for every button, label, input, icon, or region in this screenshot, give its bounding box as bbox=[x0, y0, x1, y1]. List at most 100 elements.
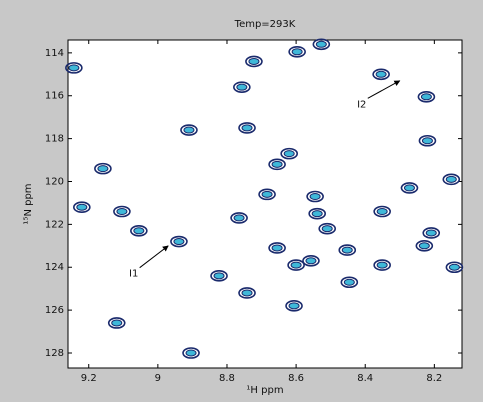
x-tick-label: 8.2 bbox=[426, 373, 442, 384]
annotation-arrow bbox=[367, 80, 401, 99]
peak-core bbox=[97, 165, 109, 173]
peak-contour bbox=[338, 244, 357, 256]
peak-contour bbox=[130, 224, 148, 237]
x-tick-label: 8.6 bbox=[288, 373, 304, 384]
peak-contour bbox=[258, 188, 276, 201]
y-tick-label: 116 bbox=[45, 91, 64, 102]
peak-contour bbox=[73, 201, 91, 214]
peak-core bbox=[375, 70, 387, 78]
annotation-label: I1 bbox=[129, 269, 138, 280]
y-tick-label: 126 bbox=[45, 305, 64, 316]
peak-core bbox=[283, 150, 295, 158]
peak-contour bbox=[306, 190, 324, 203]
peak-core bbox=[241, 124, 253, 132]
x-tick-label: 8.4 bbox=[357, 373, 373, 384]
peak-contour bbox=[113, 205, 131, 218]
peak-contour bbox=[422, 227, 441, 239]
peak-core bbox=[173, 238, 185, 246]
y-tick-label: 120 bbox=[45, 176, 64, 187]
peak-contour bbox=[285, 300, 303, 312]
peak-contour bbox=[308, 207, 326, 220]
peak-core bbox=[420, 93, 432, 101]
peak-core bbox=[309, 192, 321, 200]
peak-contour bbox=[170, 235, 188, 248]
peak-core bbox=[305, 257, 317, 265]
plot-area bbox=[67, 39, 463, 369]
peak-core bbox=[403, 184, 415, 192]
peak-contour bbox=[230, 212, 248, 224]
peak-core bbox=[236, 83, 248, 91]
peak-core bbox=[111, 319, 123, 327]
peak-core bbox=[445, 175, 457, 183]
peak-contour bbox=[182, 347, 200, 359]
chart-title: Temp=293K bbox=[234, 19, 296, 30]
peak-contour bbox=[302, 255, 320, 267]
peak-core bbox=[68, 64, 80, 72]
peak-contour bbox=[442, 173, 461, 186]
peak-core bbox=[421, 137, 433, 145]
x-axis-label: ¹H ppm bbox=[246, 385, 283, 396]
peak-contour bbox=[318, 222, 337, 235]
peak-contour bbox=[245, 55, 263, 68]
peak-contour bbox=[65, 62, 83, 74]
peak-core bbox=[76, 203, 88, 211]
peak-core bbox=[288, 302, 300, 310]
peak-core bbox=[311, 210, 323, 218]
peak-contour bbox=[233, 81, 251, 93]
peak-core bbox=[376, 261, 388, 269]
peak-core bbox=[185, 349, 197, 357]
peak-contour bbox=[107, 317, 126, 329]
peak-core bbox=[448, 263, 460, 271]
peak-core bbox=[343, 278, 355, 286]
peak-contour bbox=[418, 134, 437, 147]
peak-core bbox=[291, 48, 303, 56]
y-axis-label: ¹⁵N ppm bbox=[23, 183, 34, 224]
peak-contour bbox=[210, 270, 228, 282]
peak-core bbox=[248, 57, 260, 65]
peak-core bbox=[376, 208, 388, 216]
peak-contour bbox=[287, 259, 305, 271]
peak-core bbox=[183, 126, 195, 134]
y-tick-label: 122 bbox=[45, 219, 64, 230]
y-tick-label: 128 bbox=[45, 348, 64, 359]
peak-contour bbox=[288, 45, 306, 58]
peak-core bbox=[425, 229, 437, 237]
y-tick-label: 118 bbox=[45, 134, 64, 145]
peak-contour bbox=[268, 158, 286, 171]
peak-core bbox=[233, 214, 245, 222]
peak-contour bbox=[372, 68, 390, 81]
peak-core bbox=[213, 272, 225, 280]
peak-core bbox=[241, 289, 253, 297]
x-tick-label: 9 bbox=[155, 373, 161, 384]
peak-core bbox=[321, 225, 333, 233]
peak-core bbox=[133, 227, 145, 235]
peak-contour bbox=[373, 205, 391, 218]
x-tick-label: 9.2 bbox=[81, 373, 97, 384]
y-tick-label: 114 bbox=[45, 48, 64, 59]
peak-core bbox=[116, 208, 128, 216]
peak-core bbox=[341, 246, 353, 254]
peak-contour bbox=[400, 182, 419, 194]
peak-contour bbox=[340, 276, 359, 289]
peak-contour bbox=[238, 287, 256, 299]
peak-core bbox=[271, 244, 283, 252]
peak-contour bbox=[445, 261, 464, 274]
annotation-label: I2 bbox=[357, 99, 366, 110]
peak-core bbox=[271, 160, 283, 168]
peak-core bbox=[261, 190, 273, 198]
peak-contour bbox=[180, 124, 198, 136]
peak-core bbox=[290, 261, 302, 269]
peak-contour bbox=[268, 242, 286, 254]
peak-contour bbox=[94, 162, 112, 175]
peak-core bbox=[418, 242, 430, 250]
peak-contour bbox=[238, 122, 256, 134]
peak-contour bbox=[280, 147, 298, 160]
peak-contour bbox=[415, 240, 434, 252]
x-tick-label: 8.8 bbox=[219, 373, 235, 384]
peak-contour bbox=[417, 91, 436, 103]
peak-contour bbox=[312, 38, 331, 51]
annotation-arrow bbox=[139, 245, 169, 269]
y-tick-label: 124 bbox=[45, 262, 64, 273]
